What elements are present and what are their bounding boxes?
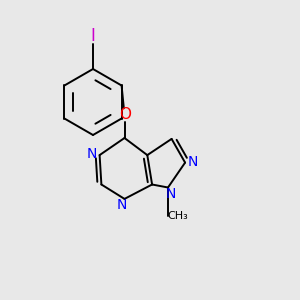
Text: N: N xyxy=(166,187,176,200)
Text: N: N xyxy=(87,148,97,161)
Text: O: O xyxy=(119,107,131,122)
Text: I: I xyxy=(91,27,95,45)
Text: N: N xyxy=(188,155,198,169)
Text: CH₃: CH₃ xyxy=(167,211,188,221)
Text: N: N xyxy=(117,198,127,212)
